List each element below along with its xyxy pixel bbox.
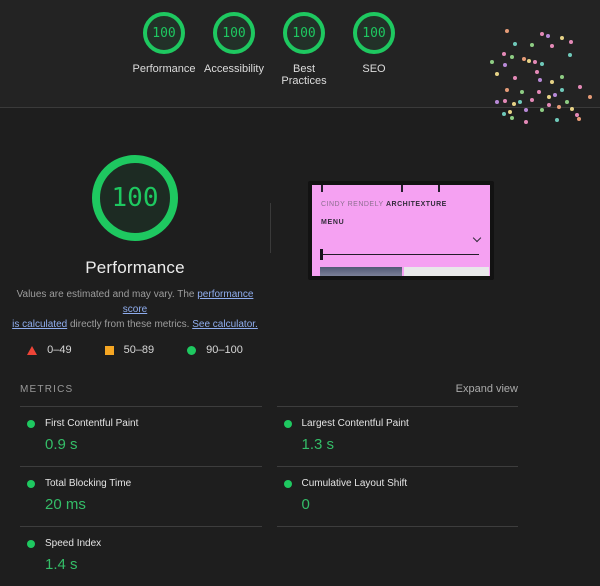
metrics-grid: First Contentful Paint 0.9 s Largest Con…	[20, 406, 518, 586]
category-accessibility[interactable]: 100 Accessibility	[199, 12, 269, 87]
site-brand: CINDY RENDELY ARCHITEXTURE	[321, 201, 447, 208]
performance-gauge: 100	[92, 155, 178, 241]
site-image-block	[320, 267, 402, 276]
metric-empty-slot	[276, 526, 518, 586]
legend-average: 50–89	[104, 344, 155, 356]
performance-summary: 100 Performance Values are estimated and…	[0, 108, 600, 356]
see-calculator-link[interactable]: See calculator.	[192, 319, 258, 330]
score-gauges-row: 100 Performance 100 Accessibility 100 Be…	[0, 0, 600, 87]
metric-cumulative-layout-shift: Cumulative Layout Shift 0	[276, 466, 519, 526]
brand-light: CINDY RENDELY	[321, 201, 384, 208]
category-label: Best Practices	[281, 63, 327, 87]
metric-total-blocking-time: Total Blocking Time 20 ms	[20, 466, 262, 526]
performance-title: Performance	[85, 258, 185, 277]
category-label: SEO	[362, 63, 386, 75]
disclaimer-text-1: Values are estimated and may vary. The	[16, 289, 198, 300]
category-best-practices[interactable]: 100 Best Practices	[269, 12, 339, 87]
metric-value: 1.4 s	[45, 556, 78, 573]
category-label: Accessibility	[204, 63, 264, 75]
screenshot-tick	[401, 185, 403, 192]
category-performance[interactable]: 100 Performance	[129, 12, 199, 87]
category-label: Performance	[132, 63, 196, 75]
average-square-icon	[104, 345, 114, 355]
metrics-title: METRICS	[20, 384, 74, 395]
metric-value: 0	[301, 496, 310, 513]
score-number: 100	[152, 25, 176, 41]
site-menu-label: MENU	[321, 219, 345, 226]
site-slider-thumb	[320, 249, 323, 260]
metric-value: 0.9 s	[45, 436, 78, 453]
scores-header: 100 Performance 100 Accessibility 100 Be…	[0, 0, 600, 108]
pass-dot-icon	[283, 419, 292, 428]
metrics-header: METRICS Expand view	[20, 383, 518, 395]
metric-head: Largest Contentful Paint	[277, 417, 519, 430]
site-image-block	[404, 267, 489, 276]
screenshot-tick	[438, 185, 440, 192]
metric-name: First Contentful Paint	[45, 418, 139, 429]
link-text: performance score	[122, 289, 254, 315]
screenshot-tick	[321, 185, 323, 192]
pass-circle-icon	[187, 345, 197, 355]
pass-dot-icon	[27, 419, 35, 428]
seo-score-ring: 100	[353, 12, 395, 54]
legend-fail: 0–49	[27, 344, 72, 356]
score-legend: 0–49 50–89 90–100	[27, 344, 243, 356]
legend-range: 50–89	[123, 344, 155, 356]
score-number: 100	[362, 25, 386, 41]
metric-largest-contentful-paint: Largest Contentful Paint 1.3 s	[276, 406, 519, 466]
disclaimer-text-2: directly from these metrics.	[67, 319, 193, 330]
score-disclaimer: Values are estimated and may vary. The p…	[9, 287, 261, 332]
metric-name: Speed Index	[45, 538, 102, 549]
performance-score-value: 100	[111, 183, 159, 213]
screenshot-content: CINDY RENDELY ARCHITEXTURE MENU	[312, 185, 490, 276]
metric-speed-index: Speed Index 1.4 s	[20, 526, 262, 586]
expand-view-button[interactable]: Expand view	[455, 383, 518, 395]
fail-triangle-icon	[27, 345, 38, 355]
metrics-section: METRICS Expand view First Contentful Pai…	[20, 383, 518, 586]
metric-name: Cumulative Layout Shift	[301, 478, 408, 489]
metric-name: Total Blocking Time	[45, 478, 132, 489]
accessibility-score-ring: 100	[213, 12, 255, 54]
brand-bold: ARCHITEXTURE	[385, 201, 447, 208]
metric-head: Cumulative Layout Shift	[277, 477, 519, 490]
score-number: 100	[222, 25, 246, 41]
page-screenshot-thumbnail[interactable]: CINDY RENDELY ARCHITEXTURE MENU	[308, 181, 494, 280]
pass-dot-icon	[27, 479, 35, 488]
metric-first-contentful-paint: First Contentful Paint 0.9 s	[20, 406, 262, 466]
site-slider-line	[321, 254, 479, 255]
legend-pass: 90–100	[187, 344, 243, 356]
performance-gauge-panel: 100 Performance Values are estimated and…	[0, 108, 270, 356]
performance-score-ring: 100	[143, 12, 185, 54]
metric-head: Total Blocking Time	[20, 477, 262, 490]
link-text: is calculated	[12, 319, 68, 330]
category-seo[interactable]: 100 SEO	[339, 12, 409, 87]
metric-head: First Contentful Paint	[20, 417, 262, 430]
metric-value: 20 ms	[45, 496, 86, 513]
best-practices-score-ring: 100	[283, 12, 325, 54]
legend-range: 90–100	[206, 344, 243, 356]
performance-score-link[interactable]: performance score is calculated	[12, 289, 253, 330]
lighthouse-report: 100 Performance 100 Accessibility 100 Be…	[0, 0, 600, 573]
chevron-down-icon	[472, 233, 482, 243]
screenshot-panel: CINDY RENDELY ARCHITEXTURE MENU	[271, 108, 494, 356]
metric-value: 1.3 s	[301, 436, 335, 453]
metric-head: Speed Index	[20, 537, 262, 550]
summary-vertical-divider	[270, 203, 271, 253]
pass-dot-icon	[27, 539, 35, 548]
score-number: 100	[292, 25, 316, 41]
legend-range: 0–49	[47, 344, 72, 356]
pass-dot-icon	[283, 479, 292, 488]
metric-name: Largest Contentful Paint	[301, 418, 409, 429]
